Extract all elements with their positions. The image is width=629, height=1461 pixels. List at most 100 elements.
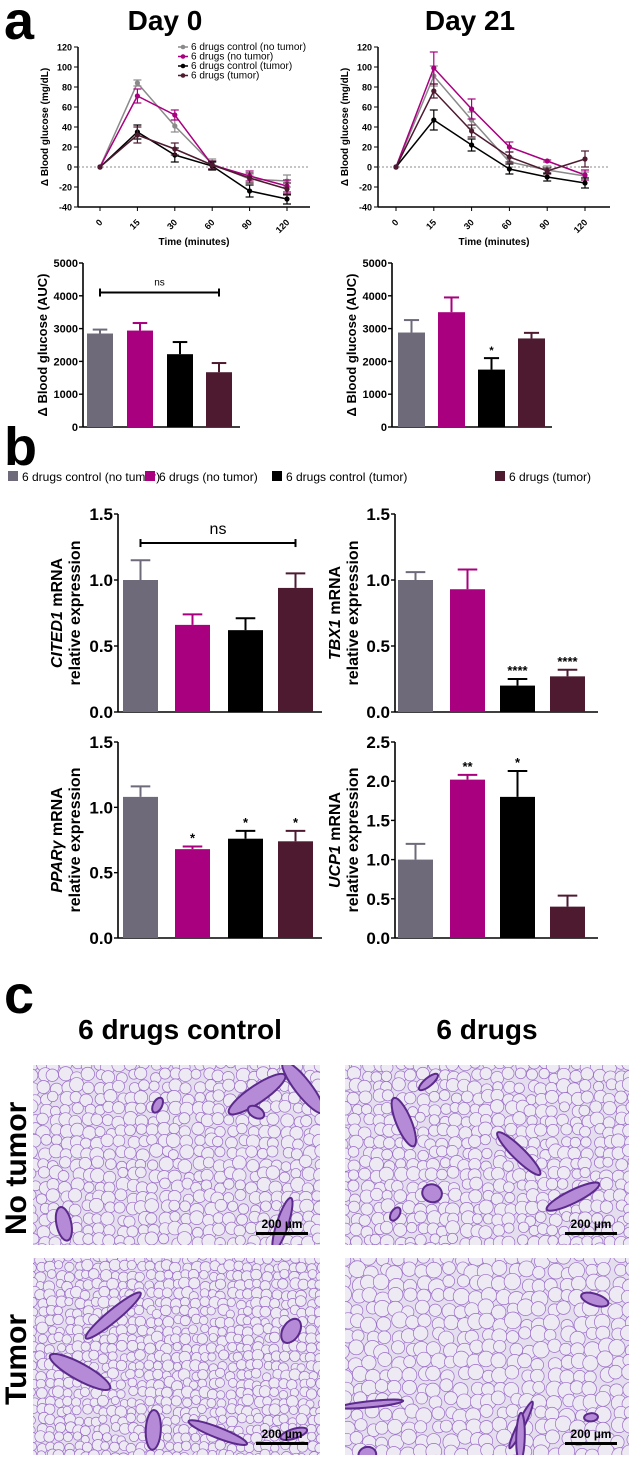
y-axis-label-gene: TBX1 mRNA — [327, 565, 344, 660]
blood-vessel — [496, 1131, 542, 1176]
data-point — [544, 168, 550, 174]
data-point — [431, 65, 437, 71]
bar — [550, 676, 585, 712]
x-tick-label: 0 — [94, 217, 105, 228]
bar — [123, 580, 158, 712]
y-tick-label: 120 — [57, 43, 72, 53]
blood-vessel — [583, 1412, 599, 1423]
y-tick-label: 20 — [62, 143, 72, 153]
blood-vessel — [48, 1352, 112, 1392]
charts-panels-a-b: Day 0 -40 -20 0 20 40 60 80 100 120 0 15 30 60 90 120 Ti… — [8, 5, 610, 948]
scale-bar: 200 µm — [256, 1217, 308, 1235]
blood-vessel — [246, 1104, 266, 1120]
legend-entry: 6 drugs (no tumor) — [191, 52, 273, 63]
chart-title: Day 21 — [425, 5, 515, 36]
gene-name: TBX1 — [327, 619, 344, 660]
row-label-no-tumor: No tumor — [0, 1101, 33, 1235]
y-tick-label: 4000 — [363, 291, 387, 303]
significance-label: * — [190, 831, 196, 846]
y-tick-label: 0 — [72, 422, 78, 434]
x-tick-label: 30 — [462, 217, 476, 231]
data-point — [134, 93, 140, 99]
bar — [175, 849, 210, 938]
gene-name: CITED1 — [49, 611, 66, 668]
data-point — [172, 112, 178, 118]
data-point — [393, 164, 399, 170]
bar — [450, 779, 485, 938]
y-tick-label: 4000 — [54, 291, 78, 303]
y-tick-label: 1.5 — [366, 505, 390, 524]
y-tick-label: 0 — [381, 422, 387, 434]
y-tick-label: 1000 — [363, 389, 387, 401]
blood-vessel — [390, 1096, 417, 1148]
blood-vessel — [545, 1181, 601, 1212]
bar — [167, 354, 193, 427]
y-tick-label: 80 — [362, 83, 372, 93]
y-tick-label: 100 — [357, 63, 372, 73]
x-axis-label: Time (minutes) — [159, 237, 230, 248]
y-tick-label: -20 — [359, 183, 372, 193]
y-axis-label: Δ Blood glucose (mg/dL) — [340, 68, 351, 186]
data-point — [284, 186, 290, 192]
y-tick-label: 60 — [62, 103, 72, 113]
data-point — [172, 123, 178, 129]
panel-label-b: b — [4, 417, 37, 477]
y-tick-label: 40 — [362, 123, 372, 133]
scale-bar-label: 200 µm — [570, 1217, 612, 1231]
y-tick-label: 2.0 — [366, 772, 390, 791]
significance-label: * — [515, 755, 521, 770]
bar — [550, 906, 585, 938]
y-tick-label: 0.0 — [89, 929, 113, 948]
legend-marker — [180, 44, 186, 50]
y-axis-label-gene: CITED1 mRNA — [49, 557, 66, 668]
bracket-label: ns — [210, 521, 227, 538]
adipose-tissue-image — [33, 1258, 320, 1455]
blood-vessel — [187, 1419, 249, 1447]
blood-vessel — [84, 1291, 142, 1340]
gene-name: UCP1 — [327, 845, 344, 888]
blood-vessel — [144, 1409, 162, 1451]
y-tick-label: 60 — [362, 103, 372, 113]
data-point — [247, 175, 253, 181]
bar — [206, 372, 232, 427]
data-point — [97, 164, 103, 170]
x-tick-label: 0 — [390, 217, 401, 228]
y-tick-label: 0.5 — [89, 637, 113, 656]
y-axis-label: Δ Blood glucose (AUC) — [35, 274, 50, 417]
y-axis-label-gene: PPARγ mRNA — [49, 787, 66, 893]
x-tick-label: 90 — [537, 217, 551, 231]
scale-bar-label: 200 µm — [261, 1217, 303, 1231]
data-point — [582, 172, 588, 178]
bracket-label: ns — [154, 278, 165, 289]
series-line — [99, 81, 288, 182]
adipose-tissue-image — [33, 1065, 320, 1245]
x-tick-label: 60 — [500, 217, 514, 231]
y-tick-label: 0.5 — [366, 637, 390, 656]
y-tick-label: 120 — [357, 43, 372, 53]
data-point — [506, 166, 512, 172]
y-axis-label-suffix: mRNA — [327, 792, 344, 846]
y-axis-label-line2: relative expression — [345, 768, 362, 913]
bar — [398, 332, 425, 427]
y-tick-label: 1.5 — [89, 505, 113, 524]
y-tick-label: 0 — [367, 163, 372, 173]
series-line — [99, 94, 288, 187]
bar — [228, 838, 263, 938]
legend-entry: 6 drugs control (no tumor) — [191, 42, 306, 53]
y-tick-label: 2.5 — [366, 733, 390, 752]
significance-label: ** — [462, 759, 473, 774]
data-point — [582, 156, 588, 162]
data-point — [431, 88, 437, 94]
x-tick-label: 120 — [274, 217, 292, 235]
data-point — [172, 146, 178, 152]
y-tick-label: 1.5 — [89, 733, 113, 752]
significance-label: * — [293, 815, 299, 830]
y-tick-label: 1.0 — [366, 851, 390, 870]
legend-swatch — [145, 471, 155, 481]
bar — [87, 333, 113, 427]
x-tick-label: 15 — [424, 217, 438, 231]
y-tick-label: 0.5 — [366, 890, 390, 909]
column-title-control: 6 drugs control — [78, 1014, 282, 1045]
legend-entry: 6 drugs (tumor) — [509, 470, 591, 484]
blood-vessel — [580, 1291, 610, 1308]
